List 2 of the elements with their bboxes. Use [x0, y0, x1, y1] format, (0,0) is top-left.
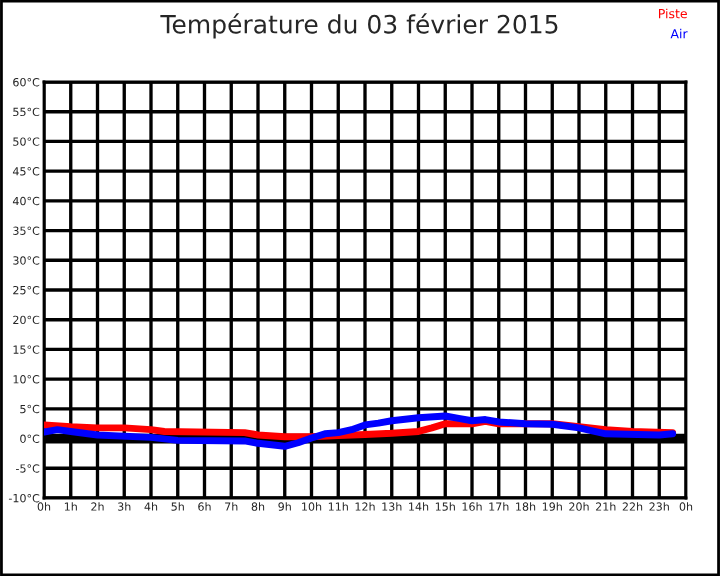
line-series	[44, 412, 677, 450]
chart-title: Température du 03 février 2015	[160, 13, 558, 39]
